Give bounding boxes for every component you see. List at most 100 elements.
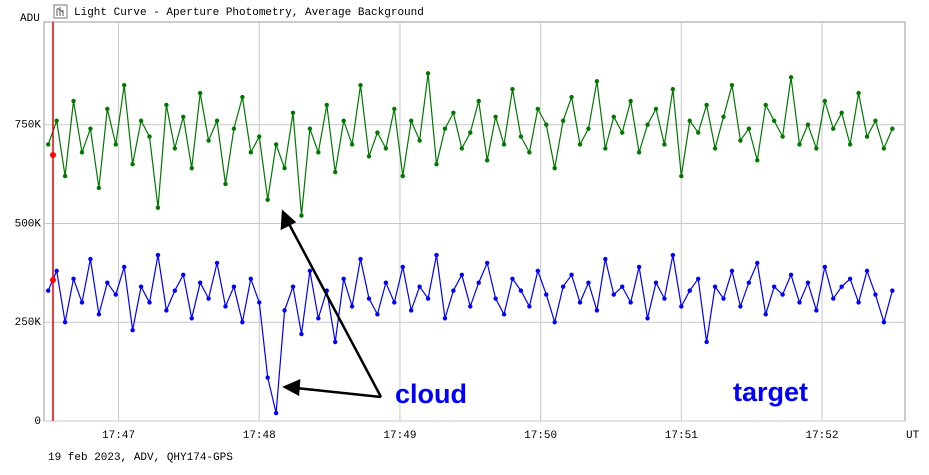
data-point — [763, 102, 768, 108]
cursor-dot — [50, 277, 56, 283]
data-point — [96, 312, 102, 317]
data-point — [459, 146, 465, 151]
x-tick-label: 17:50 — [524, 430, 557, 442]
data-point — [856, 300, 861, 305]
data-point — [890, 126, 895, 131]
data-point — [79, 300, 85, 305]
data-point — [307, 126, 313, 131]
data-point — [155, 252, 161, 258]
data-point — [71, 98, 76, 104]
y-tick-label: 500K — [15, 218, 42, 230]
data-point — [408, 308, 414, 313]
data-point — [628, 300, 633, 305]
data-point — [147, 300, 152, 305]
data-point — [375, 130, 380, 135]
data-point — [333, 169, 338, 175]
data-point — [316, 150, 321, 155]
data-point — [206, 296, 211, 301]
data-point — [155, 205, 161, 210]
data-point — [577, 300, 583, 305]
data-point — [839, 110, 844, 116]
data-point — [873, 118, 878, 123]
data-point — [434, 162, 439, 167]
data-point — [788, 75, 794, 80]
data-point — [636, 150, 642, 155]
data-point — [670, 86, 676, 92]
data-point — [881, 320, 887, 325]
data-point — [611, 292, 616, 297]
data-point — [206, 138, 211, 143]
data-point — [847, 276, 853, 281]
data-point — [181, 272, 186, 278]
data-point — [324, 102, 329, 108]
data-point — [358, 256, 363, 262]
y-tick-label: 0 — [34, 416, 41, 428]
data-point — [738, 304, 743, 309]
data-point — [54, 268, 59, 274]
data-point — [316, 316, 321, 321]
data-point — [333, 339, 338, 345]
data-point — [231, 126, 237, 131]
chart-title: Light Curve - Aperture Photometry, Avera… — [74, 7, 424, 19]
data-point — [54, 118, 59, 123]
data-point — [282, 165, 287, 171]
data-point — [687, 288, 692, 293]
data-point — [164, 102, 169, 108]
data-point — [341, 118, 346, 123]
annotation: cloud — [395, 379, 467, 409]
data-point — [501, 142, 507, 147]
data-point — [594, 79, 600, 84]
data-point — [417, 284, 422, 289]
data-point — [105, 106, 110, 112]
data-point — [797, 142, 802, 147]
x-tick-label: 17:49 — [383, 430, 416, 442]
data-point — [417, 138, 422, 143]
data-point — [805, 122, 811, 127]
data-point — [257, 300, 262, 305]
data-point — [636, 264, 642, 270]
data-point — [569, 272, 574, 278]
data-point — [265, 197, 270, 202]
data-point — [46, 142, 51, 147]
data-point — [603, 256, 608, 262]
data-point — [653, 106, 659, 112]
data-point — [493, 296, 498, 301]
x-tick-label: 17:51 — [665, 430, 698, 442]
data-point — [552, 165, 557, 171]
data-point — [695, 276, 701, 281]
data-point — [822, 98, 828, 104]
arrows — [280, 209, 383, 399]
data-point — [197, 90, 203, 96]
data-point — [620, 130, 625, 135]
data-point — [273, 410, 279, 416]
data-point — [476, 280, 481, 285]
data-point — [518, 288, 524, 293]
data-point — [544, 122, 549, 127]
data-point — [257, 134, 262, 139]
data-point — [231, 284, 237, 289]
data-point — [755, 158, 760, 163]
data-point — [476, 98, 481, 104]
data-point — [518, 134, 524, 139]
data-point — [349, 142, 355, 147]
annotation: target — [733, 377, 808, 407]
data-point — [62, 173, 68, 179]
data-point — [468, 304, 473, 309]
data-point — [375, 312, 380, 317]
data-point — [214, 260, 220, 266]
data-point — [645, 122, 650, 127]
data-point — [679, 173, 684, 179]
data-point — [62, 320, 68, 325]
data-point — [105, 280, 110, 285]
data-point — [670, 252, 676, 258]
data-point — [814, 308, 819, 313]
data-point — [864, 268, 870, 274]
data-point — [560, 118, 566, 123]
data-point — [46, 288, 51, 293]
data-point — [358, 83, 363, 88]
footer: 19 feb 2023, ADV, QHY174-GPS — [48, 452, 233, 464]
data-point — [662, 296, 667, 301]
x-tick-label: 17:47 — [102, 430, 135, 442]
data-point — [189, 316, 194, 321]
data-point — [79, 150, 85, 155]
